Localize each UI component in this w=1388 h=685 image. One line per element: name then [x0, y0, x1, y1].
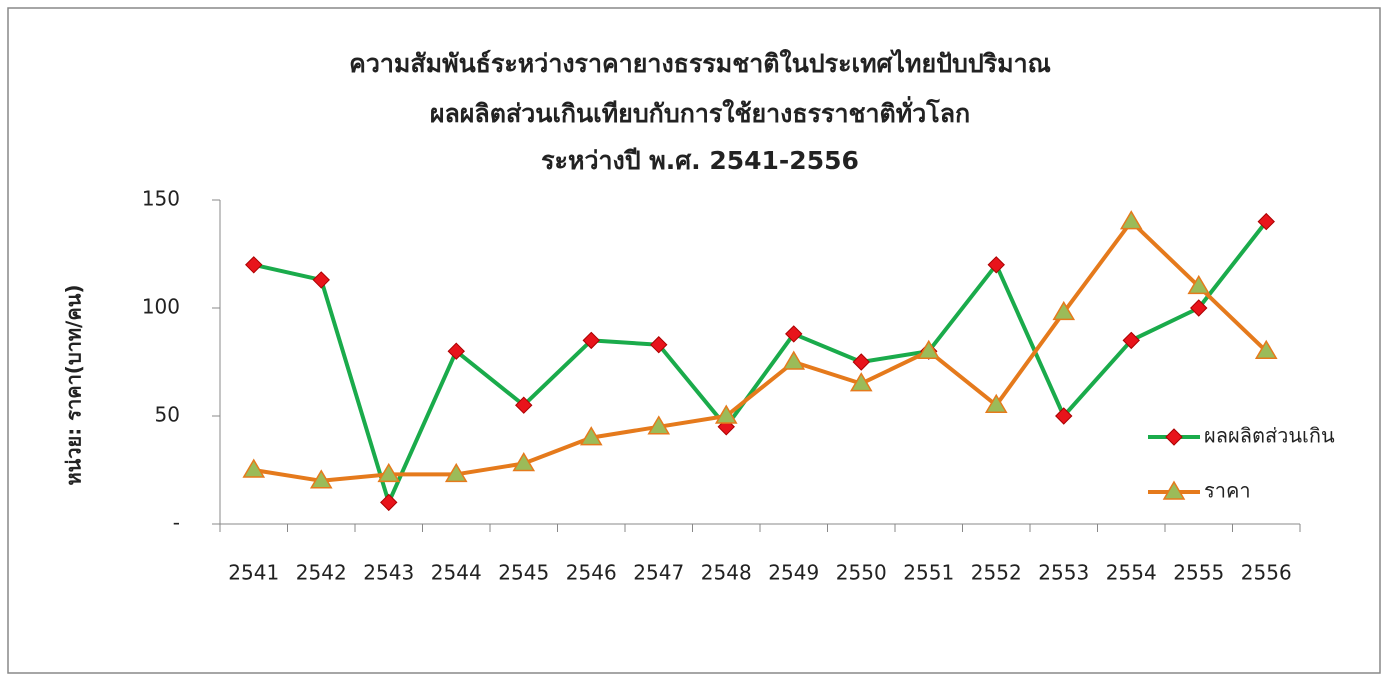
data-point — [852, 353, 870, 371]
x-tick-label: 2551 — [903, 561, 954, 585]
data-point — [1187, 274, 1211, 295]
legend-label: ราคา — [1204, 479, 1251, 503]
x-tick-label: 2549 — [768, 561, 819, 585]
chart-title: ระหว่างปี พ.ศ. 2541-2556 — [541, 146, 859, 175]
data-point — [579, 426, 603, 446]
data-point — [377, 462, 401, 483]
x-tick-label: 2547 — [633, 561, 684, 585]
data-point — [245, 256, 263, 274]
x-tick-label: 2552 — [971, 561, 1022, 585]
data-point — [984, 393, 1008, 413]
data-point — [714, 404, 738, 424]
y-tick-label: 50 — [155, 403, 180, 427]
x-tick-label: 2556 — [1241, 561, 1292, 585]
y-tick-label: - — [173, 511, 180, 535]
data-point — [380, 493, 398, 512]
x-tick-label: 2550 — [836, 561, 887, 585]
data-point — [647, 415, 671, 435]
data-point — [309, 469, 333, 489]
legend-marker — [1162, 480, 1186, 500]
data-point — [512, 452, 536, 472]
chart-title: ความสัมพันธ์ระหว่างราคายางธรรมชาติในประเ… — [349, 48, 1051, 78]
series-line — [253, 220, 1268, 505]
data-point — [312, 271, 330, 289]
x-tick-label: 2545 — [498, 561, 549, 585]
data-point — [849, 372, 873, 392]
data-point — [1055, 407, 1073, 425]
data-point — [1190, 299, 1208, 317]
y-tick-label: 150 — [142, 187, 180, 211]
legend-marker — [1165, 428, 1183, 446]
data-point — [444, 462, 468, 483]
x-tick-label: 2542 — [296, 561, 347, 585]
x-tick-label: 2543 — [363, 561, 414, 585]
x-tick-label: 2544 — [431, 561, 482, 585]
data-point — [785, 325, 803, 343]
x-tick-label: 2554 — [1106, 561, 1157, 585]
data-point — [582, 331, 600, 350]
series-line — [253, 219, 1268, 483]
y-tick-label: 100 — [142, 295, 180, 319]
x-tick-label: 2541 — [228, 561, 279, 585]
chart-border — [7, 7, 1381, 674]
data-point — [650, 336, 668, 354]
data-point — [242, 458, 266, 478]
data-point — [1257, 212, 1275, 231]
data-point — [987, 256, 1005, 274]
data-point — [1122, 331, 1140, 350]
data-point — [1254, 339, 1278, 359]
data-point — [515, 396, 533, 414]
chart-title: ผลผลิตส่วนเกินเทียบกับการใช้ยางธรราชาติท… — [430, 96, 970, 128]
data-point — [1119, 210, 1143, 230]
x-tick-label: 2548 — [701, 561, 752, 585]
data-point — [447, 342, 465, 360]
x-tick-label: 2553 — [1038, 561, 1089, 585]
data-point — [1052, 300, 1076, 321]
data-point — [917, 339, 941, 359]
y-axis-label: หน่วย: ราคา(บาท/คน) — [62, 284, 86, 485]
data-point — [782, 350, 806, 370]
x-tick-label: 2546 — [566, 561, 617, 585]
x-tick-label: 2555 — [1173, 561, 1224, 585]
legend-label: ผลผลิตส่วนเกิน — [1204, 424, 1335, 448]
